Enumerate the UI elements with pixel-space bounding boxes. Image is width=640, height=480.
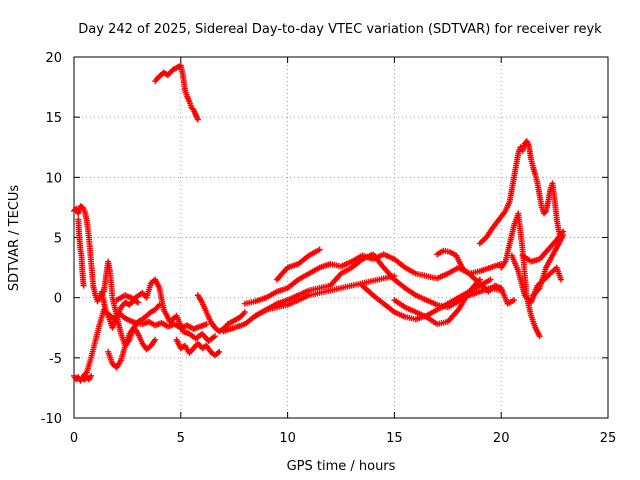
data-point-marker (541, 209, 548, 216)
data-point-marker (80, 282, 87, 289)
series-arc-6 (105, 301, 163, 371)
grid-lines (74, 57, 608, 418)
y-tick-label: 10 (45, 171, 62, 186)
data-point-marker (511, 297, 518, 304)
series-arc-8 (152, 62, 201, 123)
data-point-marker (156, 301, 163, 308)
x-tick-label: 20 (493, 431, 510, 446)
series-arc-18 (476, 138, 565, 247)
series-arc-13 (273, 246, 323, 283)
series-arc-10 (194, 292, 248, 335)
series-arc-3 (75, 216, 87, 289)
data-point-marker (194, 116, 201, 123)
y-tick-label: 15 (45, 111, 62, 126)
series-arc-7 (113, 276, 218, 344)
data-point-marker (560, 228, 567, 235)
series-arc-21 (530, 232, 567, 299)
series-arc-22 (519, 228, 567, 265)
y-tick-label: 5 (54, 232, 62, 247)
series-arc-9 (173, 336, 223, 359)
series-arc-1 (71, 372, 95, 384)
y-tick-label: 0 (54, 292, 62, 307)
series-arc-16 (391, 276, 483, 328)
y-axis-label: SDTVAR / TECUs (7, 185, 22, 292)
series-arc-2 (71, 203, 210, 332)
axis-ticks (73, 56, 609, 419)
data-point-marker (203, 321, 210, 328)
x-tick-label: 5 (177, 431, 185, 446)
data-point-marker (135, 299, 142, 306)
x-tick-label: 15 (386, 431, 403, 446)
data-point-marker (88, 372, 95, 379)
x-tick-labels: 0 5 10 15 20 25 (70, 431, 616, 446)
series-arc-17 (434, 247, 518, 307)
x-axis-label: GPS time / hours (287, 459, 396, 474)
data-point-marker (211, 333, 218, 340)
data-point-marker (487, 276, 494, 283)
y-tick-label: -10 (41, 412, 62, 427)
data-point-marker (216, 348, 223, 355)
y-tick-label: 20 (45, 51, 62, 66)
chart-title: Day 242 of 2025, Sidereal Day-to-day VTE… (78, 22, 602, 37)
x-tick-label: 0 (70, 431, 78, 446)
y-tick-label: -5 (49, 352, 62, 367)
data-series (71, 62, 567, 384)
data-point-marker (152, 336, 159, 343)
x-tick-label: 10 (279, 431, 296, 446)
y-tick-labels: -10 -5 0 5 10 15 20 (41, 51, 62, 427)
data-point-marker (536, 333, 543, 340)
x-tick-label: 25 (600, 431, 617, 446)
series-arc-4 (79, 297, 142, 381)
data-point-marker (316, 246, 323, 253)
data-point-marker (241, 309, 248, 316)
data-point-marker (558, 276, 565, 283)
